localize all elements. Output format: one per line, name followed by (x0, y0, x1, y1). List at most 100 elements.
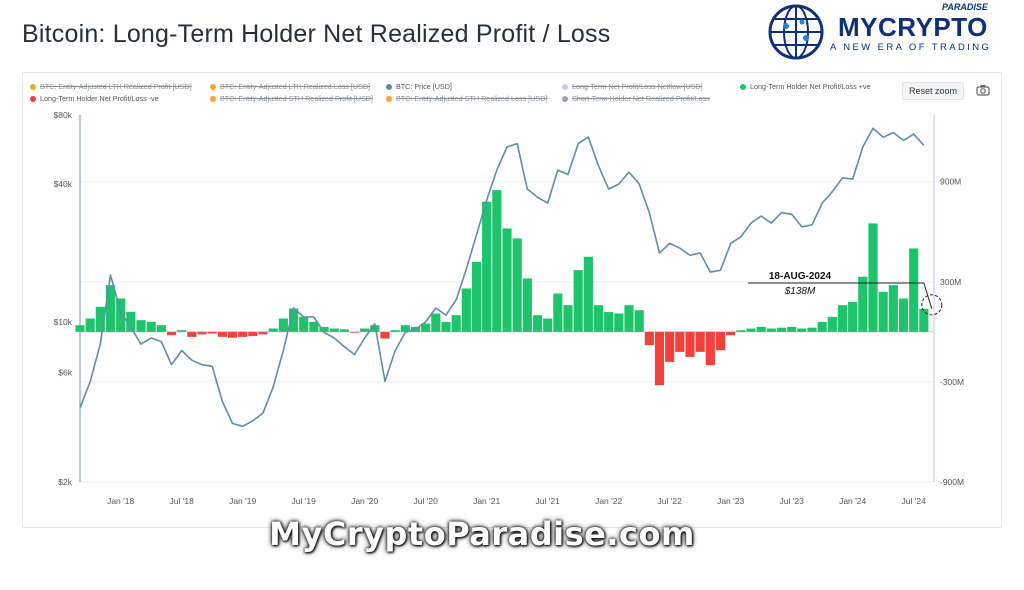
netflow-positive-bar (593, 305, 604, 332)
netflow-positive-bar (95, 306, 105, 332)
netflow-positive-bar (268, 328, 278, 332)
brand-tagline: A NEW ERA OF TRADING (830, 42, 992, 53)
netflow-positive-bar (502, 228, 512, 332)
netflow-negative-bar (349, 331, 360, 333)
netflow-positive-bar (116, 298, 126, 332)
left-axis-tick-label: $40k (54, 179, 73, 189)
netflow-positive-bar (105, 285, 116, 332)
legend-dot-icon (562, 83, 568, 90)
netflow-positive-bar (919, 308, 929, 332)
right-axis-tick-label: -300M (940, 377, 964, 387)
page-title: Bitcoin: Long-Term Holder Net Realized P… (22, 20, 611, 48)
legend-dot-icon (562, 95, 568, 102)
right-axis-tick-label: 300M (940, 277, 961, 287)
netflow-negative-bar (238, 331, 248, 337)
netflow-negative-bar (665, 331, 675, 362)
netflow-negative-bar (207, 331, 217, 334)
netflow-positive-bar (532, 315, 543, 332)
netflow-positive-bar (482, 201, 492, 332)
netflow-positive-bar (573, 270, 583, 332)
netflow-positive-bar (288, 308, 299, 332)
netflow-positive-bar (827, 316, 837, 332)
x-axis-tick-label: Jul '18 (170, 496, 195, 506)
netflow-positive-bar (146, 321, 156, 332)
netflow-positive-bar (431, 313, 441, 332)
netflow-negative-bar (726, 331, 736, 336)
netflow-positive-bar (278, 318, 288, 332)
x-axis-tick-label: Jul '19 (292, 496, 317, 506)
netflow-positive-bar (634, 310, 644, 332)
legend-item-btc-price[interactable]: BTC: Price [USD] (386, 82, 452, 91)
legend-dot-icon (386, 83, 392, 90)
netflow-positive-bar (898, 298, 909, 332)
brand-name: MYCRYPTO (838, 12, 988, 42)
left-axis-tick-label: $6k (58, 368, 72, 378)
annotation-circle (921, 294, 943, 316)
netflow-positive-bar (563, 305, 573, 332)
netflow-positive-bar (522, 278, 532, 332)
netflow-negative-bar (166, 331, 177, 336)
left-axis-tick-label: $10k (54, 317, 73, 327)
netflow-positive-bar (746, 328, 756, 332)
netflow-positive-bar (543, 318, 553, 332)
netflow-negative-bar (695, 331, 705, 352)
netflow-negative-bar (654, 331, 665, 386)
netflow-positive-bar (817, 321, 827, 332)
netflow-positive-bar (909, 248, 919, 332)
legend-item-lth-negative[interactable]: Long-Term Holder Net Profit/Loss -ve (30, 94, 159, 103)
netflow-positive-bar (329, 328, 339, 332)
legend-item-lth-profit[interactable]: BTC: Entity-Adjusted LTH Realized Profit… (30, 82, 192, 91)
legend-item-lth-positive[interactable]: Long-Term Holder Net Profit/Loss +ve (740, 82, 870, 91)
netflow-positive-bar (583, 256, 593, 332)
netflow-positive-bar (309, 321, 319, 332)
netflow-positive-bar (421, 323, 431, 332)
legend-dot-icon (386, 95, 392, 102)
legend-dot-icon (210, 95, 216, 102)
legend-item-lt-netflow[interactable]: Long-Term Net Profit/Loss Netflow [USD] (562, 82, 703, 91)
chart-legend: BTC: Entity-Adjusted LTH Realized Profit… (30, 80, 890, 106)
netflow-positive-bar (400, 325, 410, 332)
netflow-positive-bar (858, 276, 868, 332)
netflow-negative-bar (705, 331, 715, 366)
netflow-positive-bar (776, 327, 787, 332)
camera-icon[interactable] (976, 84, 990, 96)
x-axis-tick-label: Jul '20 (414, 496, 439, 506)
netflow-positive-bar (339, 329, 349, 332)
legend-dot-icon (740, 83, 746, 90)
right-axis-tick-label: -900M (940, 477, 964, 487)
x-axis-tick-label: Jan '23 (717, 496, 744, 506)
netflow-negative-bar (715, 331, 726, 351)
brand-logo: PARADISE MYCRYPTO A NEW ERA OF TRADING (764, 2, 1014, 62)
netflow-positive-bar (787, 326, 797, 332)
netflow-negative-bar (187, 331, 197, 337)
netflow-positive-bar (85, 318, 95, 332)
netflow-positive-bar (471, 261, 482, 332)
legend-item-sth-profit[interactable]: BTC: Entity-Adjusted STH Realized Profit… (210, 94, 373, 103)
legend-dot-icon (30, 83, 36, 90)
reset-zoom-button[interactable]: Reset zoom (902, 82, 964, 100)
brand-name-top: PARADISE (942, 2, 988, 12)
netflow-positive-bar (624, 305, 634, 332)
netflow-negative-bar (197, 331, 207, 335)
netflow-negative-bar (675, 331, 685, 352)
globe-circuit-icon (768, 4, 824, 60)
netflow-positive-bar (837, 305, 848, 332)
legend-item-sth-loss[interactable]: BTC: Entity-Adjusted STH Realized Loss [… (386, 94, 547, 103)
x-axis-tick-label: Jan '19 (229, 496, 256, 506)
legend-item-lth-loss[interactable]: BTC: Entity-Adjusted LTH Realized Loss [… (210, 82, 370, 91)
netflow-positive-bar (756, 326, 766, 332)
annotation-value: $138M (784, 286, 816, 297)
legend-dot-icon (30, 95, 36, 102)
x-axis-tick-label: Jul '24 (902, 496, 927, 506)
netflow-positive-bar (736, 330, 746, 332)
netflow-positive-bar (766, 328, 776, 332)
legend-item-sth-net[interactable]: Short-Term Holder Net Realized Profit/Lo… (562, 94, 710, 103)
netflow-negative-bar (380, 331, 390, 339)
netflow-positive-bar (553, 293, 563, 332)
x-axis-tick-label: Jan '20 (351, 496, 378, 506)
netflow-positive-bar (614, 313, 624, 332)
netflow-positive-bar (492, 190, 502, 332)
netflow-positive-bar (512, 238, 522, 332)
netflow-positive-bar (604, 311, 614, 332)
